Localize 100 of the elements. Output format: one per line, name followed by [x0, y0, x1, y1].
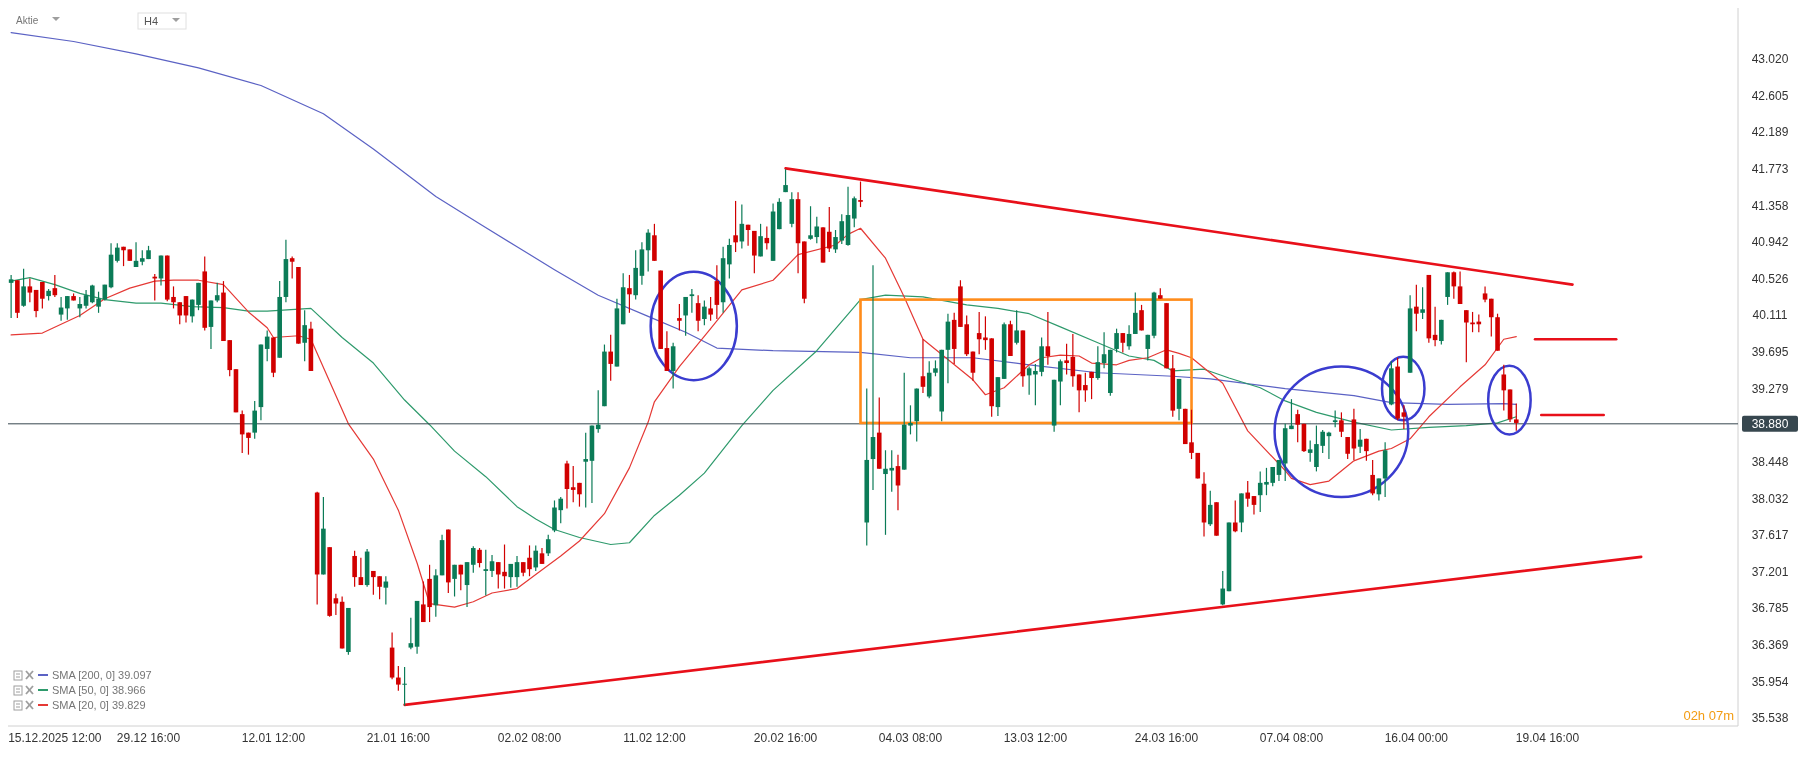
candlestick	[1414, 284, 1419, 332]
candlestick	[1489, 298, 1494, 338]
candlestick	[1220, 570, 1226, 606]
y-tick-label: 36.369	[1751, 638, 1789, 653]
y-tick-label: 37.617	[1751, 528, 1789, 543]
candlestick	[214, 282, 220, 303]
candlestick	[40, 281, 45, 310]
y-tick-label: 42.605	[1751, 88, 1789, 103]
candlestick	[252, 400, 257, 440]
candlestick	[677, 303, 682, 332]
x-tick-label: 04.03 08:00	[878, 731, 943, 745]
candlestick	[1058, 358, 1063, 406]
x-tick-label: 19.04 16:00	[1515, 731, 1580, 745]
y-tick-label: 36.785	[1751, 601, 1789, 616]
legend-label: SMA [200, 0] 39.097	[52, 669, 152, 681]
candlestick	[1439, 319, 1444, 346]
candlestick	[858, 180, 863, 208]
candlestick	[608, 334, 613, 382]
y-tick-label: 38.448	[1751, 454, 1789, 469]
candlestick	[333, 593, 339, 616]
candlestick	[115, 242, 120, 264]
y-tick-label: 37.201	[1751, 564, 1789, 579]
candlestick	[1345, 436, 1350, 460]
y-tick-label: 35.954	[1751, 674, 1789, 689]
x-tick-label: 15.12.2025 12:00	[8, 731, 102, 745]
line-series	[10, 276, 1517, 546]
y-tick-label: 40.526	[1751, 271, 1789, 286]
candlestick	[177, 301, 183, 325]
y-tick-label: 40.942	[1751, 235, 1789, 250]
y-tick-label: 39.695	[1751, 345, 1789, 360]
candlestick	[920, 338, 926, 394]
annotation: Aktie	[16, 15, 39, 26]
annotation: H4	[144, 15, 159, 27]
legend-label: SMA [50, 0] 38.966	[52, 684, 146, 696]
candlestick	[452, 564, 457, 598]
candlestick	[402, 666, 407, 707]
candlestick	[708, 296, 713, 322]
candlestick	[470, 545, 476, 574]
candlestick	[1482, 285, 1488, 303]
candlestick	[458, 564, 464, 591]
candlestick	[702, 299, 707, 326]
candlestick	[733, 200, 738, 253]
y-tick-label: 41.773	[1751, 161, 1789, 176]
candlestick	[1501, 364, 1507, 412]
candlestick	[926, 360, 932, 399]
candlestick	[21, 268, 26, 308]
ref-line-label: 38.880	[1751, 416, 1789, 431]
candlestick	[1133, 291, 1138, 335]
candlestick	[1401, 404, 1407, 430]
candlestick	[627, 274, 632, 314]
candlestick	[352, 550, 357, 588]
x-tick-label: 11.02 12:00	[623, 731, 686, 745]
x-tick-label: 02.02 08:00	[497, 731, 562, 745]
y-tick-label: 39.279	[1751, 381, 1789, 396]
candlestick	[1295, 409, 1300, 443]
candlestick	[1513, 402, 1519, 432]
candlestick	[826, 206, 832, 253]
candlestick	[8, 274, 14, 319]
candlestick	[1089, 371, 1094, 400]
candlestick	[302, 309, 307, 362]
annotation: 02h 07m	[1683, 708, 1734, 723]
x-tick-label: 21.01 16:00	[366, 731, 431, 745]
candlestick	[1339, 411, 1344, 438]
candlestick	[851, 195, 857, 228]
candlestick	[83, 289, 89, 310]
candlestick	[1232, 499, 1238, 533]
y-tick-label: 43.020	[1751, 52, 1789, 67]
y-tick-label: 40.111	[1752, 308, 1788, 323]
x-tick-label: 20.02 16:00	[753, 731, 818, 745]
candlestick	[1207, 490, 1213, 527]
candlestick	[483, 549, 489, 597]
x-tick-label: 16.04 00:00	[1384, 731, 1449, 745]
y-tick-label: 41.358	[1751, 198, 1789, 213]
x-tick-label: 12.01 12:00	[241, 731, 306, 745]
line-series	[10, 227, 1517, 608]
candlestick	[758, 223, 763, 258]
candlestick	[1245, 480, 1251, 508]
candlestick	[533, 544, 539, 572]
candlestick	[477, 547, 482, 569]
candlestick	[1083, 372, 1088, 403]
candlestick	[408, 617, 414, 650]
line-series	[10, 32, 1517, 406]
candlestick	[27, 277, 33, 303]
candlestick	[683, 296, 688, 337]
candlestick	[1420, 286, 1425, 320]
candlestick	[1114, 328, 1119, 354]
x-tick-label: 13.03 12:00	[1003, 731, 1068, 745]
candlestick	[689, 288, 695, 314]
candlestick	[1139, 304, 1144, 332]
y-tick-label: 35.538	[1751, 711, 1789, 726]
legend-label: SMA [20, 0] 39.829	[52, 699, 146, 711]
candlestick	[1064, 343, 1069, 376]
candlestick	[1370, 459, 1375, 496]
candlestick	[583, 432, 589, 509]
candlestick	[545, 534, 551, 557]
x-tick-label: 29.12 16:00	[116, 731, 181, 745]
candlestick	[65, 295, 70, 321]
candlestick	[1307, 439, 1313, 463]
candlestick	[289, 255, 295, 280]
x-tick-label: 24.03 16:00	[1134, 731, 1199, 745]
